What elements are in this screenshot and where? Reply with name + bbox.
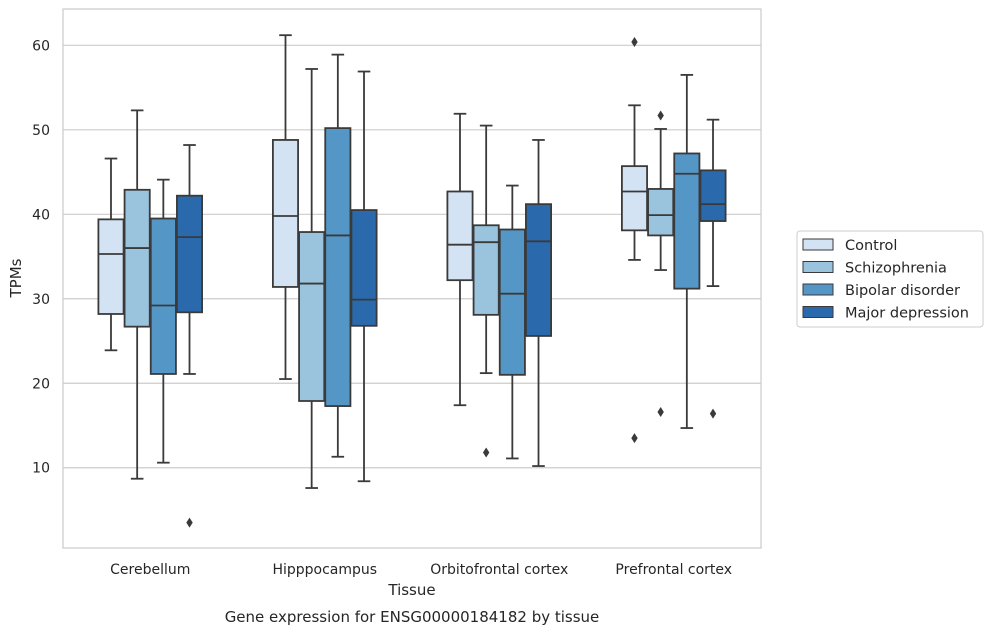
box-iqr [621, 165, 648, 232]
y-tick-label: 50 [32, 123, 50, 139]
outlier-point [631, 36, 638, 47]
box-iqr [97, 218, 125, 315]
x-tick-labels: Cerebellum Hipppocampus Orbitofrontal cort… [110, 562, 732, 578]
outlier-point [631, 433, 638, 444]
y-axis-label: TPMs [7, 258, 25, 298]
legend: Control Schizophrenia Bipolar disorder Majo… [796, 230, 984, 328]
legend-swatch [802, 261, 834, 273]
y-tick-label: 30 [32, 292, 50, 308]
box-iqr [673, 152, 701, 290]
box-iqr [298, 231, 326, 402]
x-axis-label: Tissue [387, 581, 435, 599]
outlier-point [657, 110, 664, 121]
box-iqr [149, 217, 177, 375]
chart-caption: Gene expression for ENSG00000184182 by t… [225, 608, 600, 626]
box-iqr [699, 169, 727, 222]
plot-frame [62, 8, 762, 549]
x-tick-label: Prefrontal cortex [615, 562, 732, 578]
x-tick-label: Cerebellum [110, 562, 190, 578]
y-tick-label: 10 [32, 461, 50, 477]
box-major-depression [525, 139, 552, 467]
legend-swatch [802, 238, 834, 251]
box-bipolar-disorder [324, 53, 352, 458]
legend-label: Schizophrenia [845, 261, 947, 277]
box-iqr [525, 203, 552, 337]
box-iqr [123, 188, 151, 328]
box-layer [97, 34, 727, 528]
box-bipolar-disorder [498, 184, 526, 460]
outlier-point [186, 517, 193, 528]
box-major-depression [176, 144, 204, 528]
box-control [446, 112, 474, 407]
box-schizophrenia [472, 124, 500, 458]
box-iqr [324, 127, 352, 407]
legend-frame [796, 230, 984, 328]
box-major-depression [350, 70, 378, 483]
legend-label: Control [845, 238, 897, 254]
outlier-point [709, 408, 717, 419]
legend-label: Major depression [845, 306, 969, 322]
box-iqr [271, 139, 299, 288]
x-tick-label: Hipppocampus [272, 562, 377, 578]
box-iqr [498, 228, 526, 376]
legend-swatch [802, 283, 834, 296]
y-tick-label: 20 [32, 376, 50, 392]
box-iqr [472, 224, 500, 316]
outlier-point [482, 447, 490, 458]
box-iqr [446, 190, 474, 282]
box-bipolar-disorder [149, 178, 177, 464]
box-iqr [647, 188, 675, 237]
legend-swatch [802, 306, 834, 318]
y-tick-labels: 10 20 30 40 50 60 [32, 38, 50, 476]
box-iqr [350, 209, 378, 327]
x-tick-label: Orbitofrontal cortex [430, 562, 568, 578]
box-major-depression [699, 118, 727, 419]
box-bipolar-disorder [673, 73, 701, 429]
legend-label: Bipolar disorder [845, 283, 960, 299]
outlier-point [657, 406, 664, 417]
box-schizophrenia [298, 68, 326, 489]
box-schizophrenia [123, 109, 151, 480]
box-control [97, 157, 125, 352]
box-iqr [176, 194, 204, 314]
box-control [621, 36, 648, 444]
y-tick-label: 40 [32, 207, 50, 223]
box-control [271, 34, 299, 380]
box-schizophrenia [647, 110, 675, 417]
y-tick-label: 60 [32, 38, 50, 54]
